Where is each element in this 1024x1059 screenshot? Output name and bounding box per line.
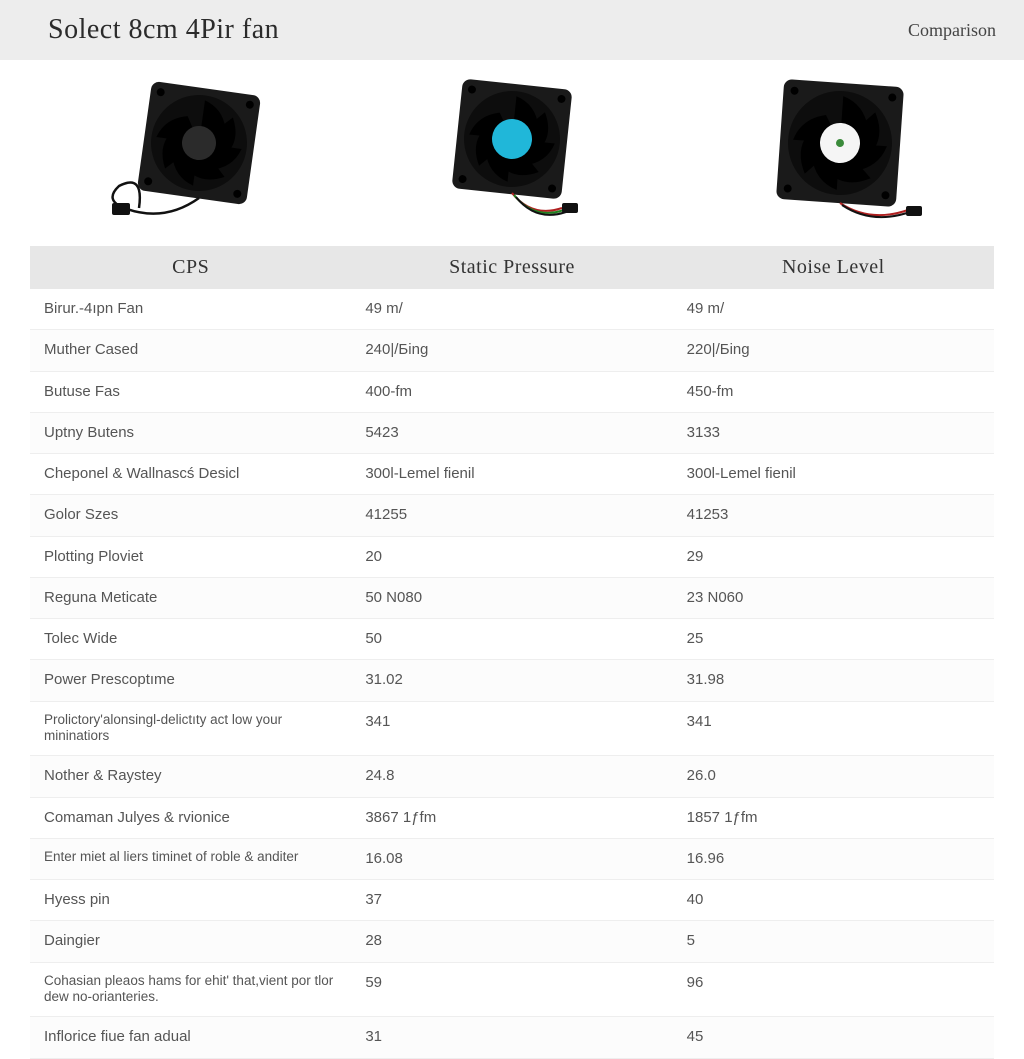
row-value: 59	[351, 962, 672, 1017]
table-row: Birur.-4ıpn Fan49 m/49 m/	[30, 289, 994, 330]
row-value: 29	[673, 536, 994, 577]
table-row: Nother & Raystey24.826.0	[30, 756, 994, 797]
row-value: 23 N060	[673, 577, 994, 618]
fan-image-3	[710, 78, 970, 228]
row-value: 341	[351, 701, 672, 756]
col-header-static-pressure: Static Pressure	[351, 246, 672, 289]
row-value: 16.08	[351, 838, 672, 879]
col-header-cps: CPS	[30, 246, 351, 289]
table-row: Daingier285	[30, 921, 994, 962]
row-value: 49 m/	[351, 289, 672, 330]
row-value: 31.98	[673, 660, 994, 701]
fan-image-1	[54, 78, 314, 228]
row-label: Enter miet al liers timinet of roble & a…	[30, 838, 351, 879]
row-label: Prolictory'alonsingl-delictıty act low y…	[30, 701, 351, 756]
row-value: 16.96	[673, 838, 994, 879]
row-value: 400-fm	[351, 371, 672, 412]
row-label: Cheponel & Wallnascś Desicl	[30, 454, 351, 495]
table-row: Plotting Ploviet2029	[30, 536, 994, 577]
page-subtitle: Comparison	[908, 20, 996, 41]
row-value: 220|/Бing	[673, 330, 994, 371]
row-label: Birur.-4ıpn Fan	[30, 289, 351, 330]
row-value: 3133	[673, 412, 994, 453]
row-value: 31.02	[351, 660, 672, 701]
row-label: Cohasian pleaos hams for ehit' that,vien…	[30, 962, 351, 1017]
row-value: 300l-Lemel fienil	[351, 454, 672, 495]
table-header: CPS Static Pressure Noise Level	[30, 246, 994, 289]
row-value: 28	[351, 921, 672, 962]
table-row: Uptny Butens54233133	[30, 412, 994, 453]
row-label: Power Prescoptıme	[30, 660, 351, 701]
row-value: 45	[673, 1017, 994, 1058]
row-label: Hyess pin	[30, 880, 351, 921]
row-value: 450-fm	[673, 371, 994, 412]
row-label: Nother & Raystey	[30, 756, 351, 797]
table-row: Reguna Meticate50 N08023 N060	[30, 577, 994, 618]
table-row: Cohasian pleaos hams for ehit' that,vien…	[30, 962, 994, 1017]
row-value: 341	[673, 701, 994, 756]
row-value: 5423	[351, 412, 672, 453]
row-value: 37	[351, 880, 672, 921]
header-bar: Solect 8cm 4Pir fan Comparison	[0, 0, 1024, 60]
row-value: 1857 1ƒfm	[673, 797, 994, 838]
row-value: 40	[673, 880, 994, 921]
col-header-noise-level: Noise Level	[673, 246, 994, 289]
page-title: Solect 8cm 4Pir fan	[48, 14, 279, 46]
row-label: Comaman Julyes & rvionice	[30, 797, 351, 838]
row-label: Butuse Fas	[30, 371, 351, 412]
table-row: Prolictory'alonsingl-delictıty act low y…	[30, 701, 994, 756]
table-row: Golor Szes4125541253	[30, 495, 994, 536]
comparison-table: CPS Static Pressure Noise Level Birur.-4…	[30, 246, 994, 1059]
table-row: Hyess pin3740	[30, 880, 994, 921]
row-value: 26.0	[673, 756, 994, 797]
row-value: 41253	[673, 495, 994, 536]
table-row: Butuse Fas400-fm450-fm	[30, 371, 994, 412]
row-value: 3867 1ƒfm	[351, 797, 672, 838]
row-label: Plotting Ploviet	[30, 536, 351, 577]
table-row: Power Prescoptıme31.0231.98	[30, 660, 994, 701]
row-value: 5	[673, 921, 994, 962]
row-label: Uptny Butens	[30, 412, 351, 453]
row-label: Reguna Meticate	[30, 577, 351, 618]
row-value: 20	[351, 536, 672, 577]
row-label: Daingier	[30, 921, 351, 962]
table-row: Cheponel & Wallnascś Desicl300l-Lemel fi…	[30, 454, 994, 495]
row-label: Golor Szes	[30, 495, 351, 536]
fan-icon	[740, 78, 940, 228]
row-value: 240|/Бing	[351, 330, 672, 371]
comparison-page: Solect 8cm 4Pir fan Comparison	[0, 0, 1024, 1059]
row-value: 25	[673, 619, 994, 660]
product-images-row	[0, 60, 1024, 246]
row-value: 41255	[351, 495, 672, 536]
fan-icon	[412, 78, 612, 228]
row-label: Tolec Wide	[30, 619, 351, 660]
row-value: 49 m/	[673, 289, 994, 330]
table-header-row: CPS Static Pressure Noise Level	[30, 246, 994, 289]
row-value: 96	[673, 962, 994, 1017]
fan-image-2	[382, 78, 642, 228]
row-label: Muther Cased	[30, 330, 351, 371]
table-body: Birur.-4ıpn Fan49 m/49 m/Muther Cased240…	[30, 289, 994, 1058]
row-value: 31	[351, 1017, 672, 1058]
table-row: Inflorice fiue fan adual3145	[30, 1017, 994, 1058]
row-value: 50	[351, 619, 672, 660]
row-label: Inflorice fiue fan adual	[30, 1017, 351, 1058]
table-row: Tolec Wide5025	[30, 619, 994, 660]
table-row: Muther Cased240|/Бing220|/Бing	[30, 330, 994, 371]
row-value: 24.8	[351, 756, 672, 797]
fan-icon	[84, 78, 284, 228]
row-value: 50 N080	[351, 577, 672, 618]
table-row: Comaman Julyes & rvionice3867 1ƒfm1857 1…	[30, 797, 994, 838]
row-value: 300l-Lemel fienil	[673, 454, 994, 495]
table-row: Enter miet al liers timinet of roble & a…	[30, 838, 994, 879]
comparison-table-wrap: CPS Static Pressure Noise Level Birur.-4…	[0, 246, 1024, 1059]
